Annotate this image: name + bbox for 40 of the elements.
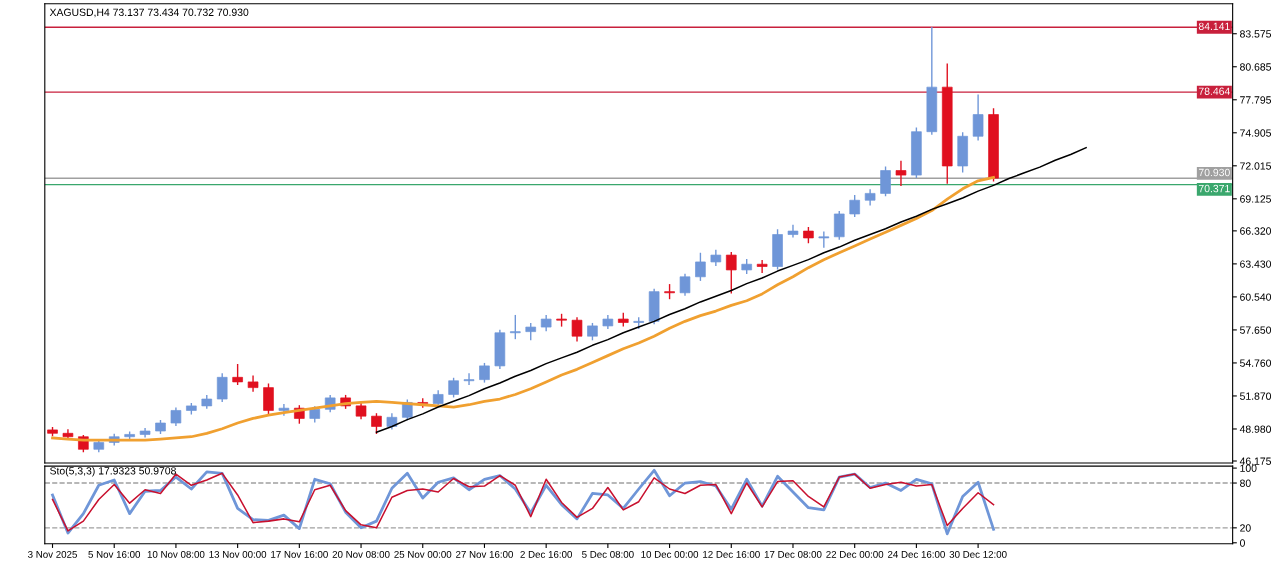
y-tick-label: 48.980 — [1239, 425, 1272, 433]
y-tick-label: 66.320 — [1240, 227, 1272, 235]
x-tick-label: 22 Dec 00:00 — [826, 550, 884, 558]
y-tick-label: 74.905 — [1240, 129, 1272, 137]
x-tick-label: 10 Nov 08:00 — [147, 550, 205, 558]
y-tick-label: 57.650 — [1240, 326, 1272, 334]
ref-line-label: 70.930 — [1198, 168, 1230, 177]
y-tick-label: 72.015 — [1240, 162, 1272, 170]
x-tick-label: 20 Nov 08:00 — [332, 550, 390, 558]
y-tick-label: 60.540 — [1240, 293, 1272, 301]
y-tick-label: 0 — [1239, 539, 1245, 547]
y-tick-label: 77.795 — [1240, 96, 1272, 104]
x-tick-label: 17 Nov 16:00 — [271, 550, 328, 558]
y-tick-label: 63.430 — [1240, 260, 1272, 268]
x-tick-label: 13 Nov 00:00 — [209, 550, 267, 558]
y-tick-label: 51.870 — [1240, 392, 1272, 400]
x-tick-label: 30 Dec 12:00 — [949, 550, 1007, 558]
x-tick-label: 12 Dec 16:00 — [703, 550, 760, 558]
y-tick-label: 20 — [1240, 524, 1251, 532]
y-tick-label: 69.125 — [1240, 195, 1272, 203]
chart-title: Sto(5,3,3) 17.9323 50.9708 — [50, 466, 176, 477]
x-tick-label: 2 Dec 16:00 — [520, 550, 572, 558]
x-tick-label: 10 Dec 00:00 — [641, 550, 699, 558]
y-tick-label: 80 — [1240, 479, 1251, 487]
ref-line-label: 78.464 — [1198, 87, 1230, 95]
ref-line-label: 84.141 — [1198, 22, 1230, 31]
ref-line-label: 70.371 — [1198, 184, 1230, 193]
y-tick-label: 46.175 — [1239, 457, 1272, 465]
x-tick-label: 5 Nov 16:00 — [88, 550, 141, 558]
x-tick-label: 5 Dec 08:00 — [582, 550, 634, 558]
x-tick-label: 25 Nov 00:00 — [394, 550, 452, 558]
y-tick-label: 83.575 — [1240, 30, 1272, 38]
x-tick-label: 17 Dec 08:00 — [764, 550, 822, 558]
x-tick-label: 27 Nov 16:00 — [456, 550, 513, 558]
x-tick-label: 24 Dec 16:00 — [887, 550, 945, 558]
y-tick-label: 54.760 — [1240, 359, 1272, 367]
x-tick-label: 3 Nov 2025 — [28, 550, 77, 558]
y-tick-label: 80.685 — [1240, 63, 1272, 71]
chart-title: XAGUSD,H4 73.137 73.434 70.732 70.930 — [49, 8, 249, 18]
y-tick-label: 100 — [1240, 464, 1257, 472]
